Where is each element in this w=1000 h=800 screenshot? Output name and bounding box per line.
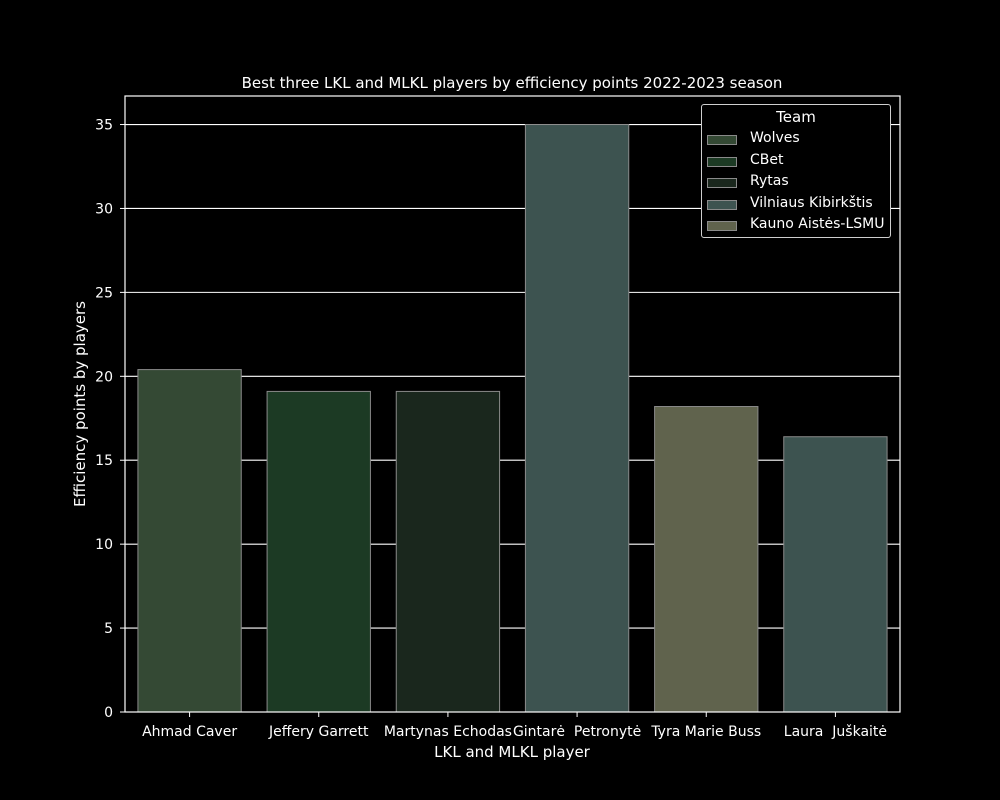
x-tick-label: Gintarė Petronytė [513, 724, 641, 740]
x-tick-label: Ahmad Caver [142, 724, 237, 740]
bar [266, 390, 371, 713]
y-tick-label: 35 [95, 118, 113, 134]
plot-frame [124, 95, 901, 713]
y-tick-label: 15 [95, 453, 113, 469]
x-tick-label: Laura Juškaitė [784, 724, 887, 740]
y-tick-label: 20 [95, 369, 113, 385]
legend-label: Vilniaus Kibirkštis [750, 194, 873, 211]
bar [783, 436, 888, 713]
x-axis-label: LKL and MLKL player [434, 743, 591, 761]
x-tick-label: Jeffery Garrett [268, 724, 369, 740]
bar [395, 390, 501, 713]
legend-label: Rytas [750, 173, 789, 190]
legend-swatch [707, 221, 737, 232]
bar [524, 124, 630, 713]
chart-title: Best three LKL and MLKL players by effic… [242, 74, 783, 92]
y-tick-label: 0 [104, 705, 113, 721]
y-axis-ticks: 0 5 10 15 20 25 30 35 [95, 118, 125, 721]
y-tick-label: 10 [95, 537, 113, 553]
x-tick-label: Martynas Echodas [384, 724, 512, 740]
legend-title: Team [776, 108, 816, 126]
legend-label: Kauno Aistės-LSMU [750, 216, 885, 233]
legend-label: Wolves [750, 130, 800, 146]
y-tick-label: 5 [104, 621, 113, 637]
bar [654, 406, 759, 713]
legend-swatch [707, 178, 737, 189]
y-axis-label: Efficiency points by players [71, 301, 89, 507]
y-tick-label: 25 [95, 285, 113, 301]
legend-swatch [707, 135, 737, 145]
bar [137, 369, 242, 713]
legend: Team Wolves CBet Rytas Vilniaus Kibirkštis K… [701, 104, 891, 238]
x-axis-ticks: Ahmad Caver Jeffery Garrett Martynas Echod… [142, 712, 887, 740]
legend-swatch [707, 156, 737, 167]
legend-label: CBet [750, 151, 784, 168]
legend-swatch [707, 199, 737, 210]
bars [137, 124, 888, 713]
x-tick-label: Tyra Marie Buss [650, 724, 761, 740]
y-tick-label: 30 [95, 201, 113, 217]
